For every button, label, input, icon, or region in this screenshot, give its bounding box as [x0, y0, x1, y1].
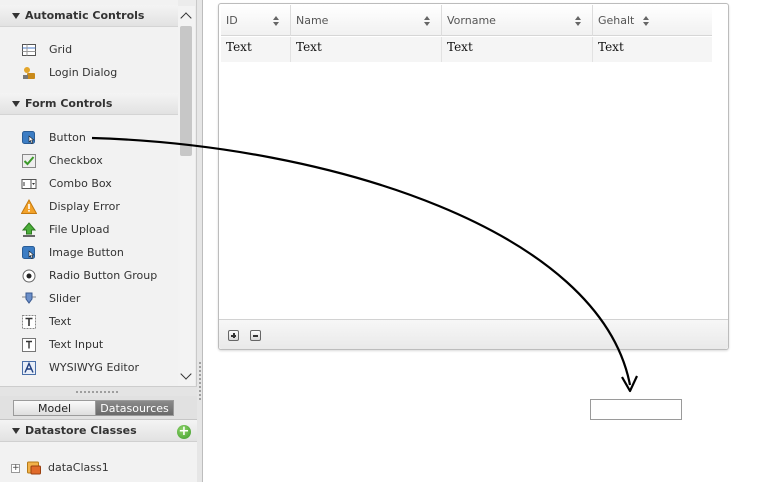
table-cell[interactable]: Text: [442, 37, 593, 62]
palette-item-wysiwyg-editor[interactable]: WYSIWYG Editor: [0, 356, 178, 379]
table-row[interactable]: Text Text Text Text: [221, 37, 712, 62]
grip-dot: [199, 374, 201, 376]
grid-icon: [22, 44, 36, 56]
palette-item-label: Combo Box: [49, 177, 112, 190]
palette-item-label: Button: [49, 131, 86, 144]
table-cell[interactable]: Text: [598, 40, 624, 54]
text-input-icon: [22, 338, 36, 352]
tab-datasources[interactable]: Datasources: [95, 400, 174, 416]
sort-icon[interactable]: [273, 16, 280, 26]
image-button-icon: [22, 246, 35, 259]
radio-button-icon: [22, 269, 36, 283]
column-header-gehalt[interactable]: Gehalt: [593, 5, 712, 36]
palette-item-grid[interactable]: Grid: [0, 38, 178, 61]
grip-dot: [199, 386, 201, 388]
palette-scrollbar[interactable]: [178, 6, 195, 386]
wysiwyg-editor-icon: [22, 361, 36, 375]
column-header-label: Vorname: [447, 14, 496, 27]
section-title: Datastore Classes: [25, 424, 137, 437]
section-header-form-controls[interactable]: Form Controls: [0, 93, 178, 115]
grid-header: ID Name Vorname Gehalt: [221, 5, 712, 36]
palette-item-label: Checkbox: [49, 154, 103, 167]
palette-item-label: Radio Button Group: [49, 269, 158, 282]
palette-item-label: File Upload: [49, 223, 110, 236]
sort-icon[interactable]: [643, 16, 650, 26]
widget-palette-panel: Automatic Controls Grid Login Dialog For…: [0, 0, 197, 482]
panel-tabs: Model Datasources: [0, 396, 197, 420]
expand-icon[interactable]: +: [11, 463, 20, 473]
palette-item-text[interactable]: Text: [0, 310, 178, 333]
datastore-class-item[interactable]: + dataClass1: [0, 458, 197, 478]
combo-box-icon: [21, 179, 37, 189]
section-header-automatic-controls[interactable]: Automatic Controls: [0, 5, 178, 27]
palette-item-display-error[interactable]: Display Error: [0, 195, 178, 218]
palette-item-login-dialog[interactable]: Login Dialog: [0, 61, 178, 84]
grip-dot: [199, 362, 201, 364]
palette-item-checkbox[interactable]: Checkbox: [0, 149, 178, 172]
login-dialog-icon: [23, 67, 35, 79]
palette-item-file-upload[interactable]: File Upload: [0, 218, 178, 241]
grid-widget[interactable]: ID Name Vorname Gehalt Text Text Text Te…: [218, 3, 729, 350]
grip-dots-icon: [76, 391, 118, 393]
column-header-label: Gehalt: [598, 14, 635, 27]
file-upload-icon: [21, 222, 37, 237]
scroll-down-icon[interactable]: [180, 368, 192, 380]
palette-item-slider[interactable]: Slider: [0, 287, 178, 310]
palette-item-radio-button-group[interactable]: Radio Button Group: [0, 264, 178, 287]
grid-footer: [219, 319, 728, 349]
table-cell[interactable]: Text: [291, 37, 442, 62]
grip-dot: [199, 366, 201, 368]
palette-item-label: Display Error: [49, 200, 120, 213]
palette-item-text-input[interactable]: Text Input: [0, 333, 178, 356]
table-cell[interactable]: Text: [221, 37, 291, 62]
column-header-label: Name: [296, 14, 329, 27]
grip-dot: [199, 370, 201, 372]
tab-model[interactable]: Model: [13, 400, 96, 416]
palette-item-label: Grid: [49, 43, 73, 56]
widget-list: Automatic Controls Grid Login Dialog For…: [0, 0, 178, 386]
scroll-up-icon[interactable]: [180, 12, 192, 24]
palette-item-image-button[interactable]: Image Button: [0, 241, 178, 264]
grip-dot: [199, 394, 201, 396]
column-header-name[interactable]: Name: [291, 5, 442, 36]
grip-dot: [199, 378, 201, 380]
scroll-thumb[interactable]: [180, 26, 192, 156]
resize-handle[interactable]: [0, 386, 197, 396]
palette-item-label: Text: [49, 315, 72, 328]
collapse-triangle-icon[interactable]: [12, 428, 20, 434]
palette-item-label: Login Dialog: [49, 66, 118, 79]
collapse-triangle-icon[interactable]: [12, 13, 20, 19]
column-header-vorname[interactable]: Vorname: [442, 5, 593, 36]
remove-row-button[interactable]: [250, 330, 261, 341]
text-icon: [22, 315, 36, 329]
dataclass-icon: [27, 461, 41, 475]
add-row-button[interactable]: [228, 330, 239, 341]
warning-icon: [21, 199, 37, 214]
palette-item-label: Slider: [49, 292, 81, 305]
slider-icon: [22, 292, 36, 304]
button-icon: [22, 131, 35, 144]
palette-item-label: WYSIWYG Editor: [49, 361, 139, 374]
palette-item-label: Text Input: [49, 338, 104, 351]
panel-splitter[interactable]: [197, 0, 203, 482]
add-datastore-class-button[interactable]: +: [177, 424, 191, 439]
palette-item-label: Image Button: [49, 246, 124, 259]
section-header-datastore-classes[interactable]: Datastore Classes +: [0, 420, 197, 442]
section-title: Automatic Controls: [25, 9, 145, 22]
section-title: Form Controls: [25, 97, 113, 110]
dropped-button-placeholder[interactable]: [590, 399, 682, 420]
sort-icon[interactable]: [575, 16, 582, 26]
grip-dot: [199, 398, 201, 400]
grip-dot: [199, 390, 201, 392]
column-header-label: ID: [226, 14, 238, 27]
grip-dot: [199, 382, 201, 384]
checkbox-icon: [22, 154, 36, 168]
palette-item-combo-box[interactable]: Combo Box: [0, 172, 178, 195]
sort-icon[interactable]: [424, 16, 431, 26]
datastore-class-label: dataClass1: [48, 461, 109, 474]
palette-item-button[interactable]: Button: [0, 126, 178, 149]
column-header-id[interactable]: ID: [221, 5, 291, 36]
collapse-triangle-icon[interactable]: [12, 101, 20, 107]
datastore-class-list: + dataClass1: [0, 442, 197, 482]
